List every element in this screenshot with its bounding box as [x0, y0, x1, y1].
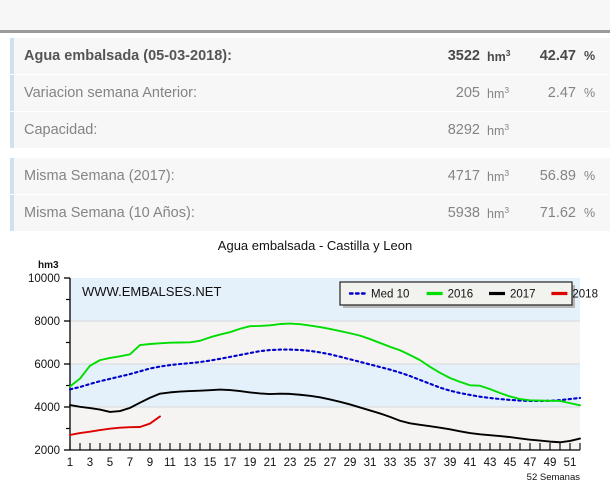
unit-base: hm	[487, 124, 505, 139]
summary-row: Variacion semana Anterior: 205 hm3 2.47%	[10, 75, 610, 112]
summary-row-percent: 42.47	[539, 48, 576, 64]
summary-row-label: Variacion semana Anterior:	[24, 85, 198, 101]
y-tick-label: 10000	[28, 273, 60, 285]
summary-row: Capacidad: 8292 hm3	[10, 112, 610, 149]
summary-row-value: 5938	[447, 205, 480, 221]
unit-exponent: 3	[504, 167, 510, 178]
summary-row-label: Agua embalsada (05-03-2018):	[24, 48, 232, 64]
chart-svg: Agua embalsada - Castilla y Leon hm3 WWW.E…	[28, 238, 598, 480]
x-tick-label: 35	[404, 457, 417, 469]
unit-exponent: 3	[505, 47, 511, 58]
summary-row-label: Misma Semana (10 Años):	[24, 205, 195, 221]
x-tick-label: 17	[224, 457, 237, 469]
x-tick-label: 37	[424, 457, 437, 469]
series-line-2017	[69, 388, 581, 444]
summary-row-label: Capacidad:	[24, 122, 98, 138]
x-tick-label: 11	[164, 457, 176, 469]
chart-title: Agua embalsada - Castilla y Leon	[218, 238, 412, 253]
summary-row-unit: hm3	[480, 205, 522, 221]
x-tick-label: 39	[444, 457, 457, 469]
summary-row-percent-symbol: %	[584, 49, 596, 63]
reservoir-chart: Agua embalsada - Castilla y Leon hm3 WWW.E…	[0, 232, 610, 480]
summary-row: Misma Semana (10 Años): 5938 hm3 71.62%	[10, 195, 610, 232]
chart-band	[70, 407, 580, 450]
watermark-text: WWW.EMBALSES.NET	[82, 284, 221, 299]
x-tick-label: 19	[244, 457, 257, 469]
summary-row-percent: 71.62	[539, 205, 576, 221]
page-header	[0, 0, 610, 33]
y-tick-label: 8000	[34, 316, 60, 328]
summary-row: Agua embalsada (05-03-2018): 3522 hm3 42.47…	[10, 38, 610, 75]
x-tick-label: 3	[87, 457, 93, 469]
legend-label-med-10: Med 10	[371, 289, 409, 301]
x-tick-label: 25	[304, 457, 317, 469]
summary-row-unit: hm3	[480, 122, 522, 138]
x-tick-label: 1	[67, 457, 73, 469]
unit-exponent: 3	[504, 121, 510, 132]
x-tick-label: 15	[204, 457, 217, 469]
unit-base: hm	[487, 207, 505, 222]
summary-table: Agua embalsada (05-03-2018): 3522 hm3 42.47…	[0, 33, 610, 232]
legend-box	[339, 281, 573, 306]
y-tick-label: 4000	[34, 402, 60, 414]
summary-row-percent-symbol: %	[584, 206, 596, 220]
unit-exponent: 3	[504, 204, 510, 215]
summary-row-percent: 2.47	[547, 85, 576, 101]
row-group: Agua embalsada (05-03-2018): 3522 hm3 42.47…	[0, 38, 610, 149]
summary-row-percent-symbol: %	[584, 86, 596, 100]
chart-band	[70, 364, 580, 407]
series-line-2018	[69, 415, 161, 436]
series-line-med-10	[68, 348, 582, 403]
x-tick-label: 23	[284, 457, 297, 469]
x-tick-label: 9	[147, 457, 153, 469]
y-axis-unit-label: hm3	[38, 260, 59, 271]
unit-base: hm	[487, 50, 506, 65]
summary-row-value: 3522	[447, 48, 480, 64]
x-tick-label: 33	[384, 457, 397, 469]
legend-label-2017: 2017	[510, 289, 536, 301]
summary-row-value: 8292	[447, 122, 480, 138]
y-tick-label: 2000	[34, 445, 60, 457]
summary-row: Misma Semana (2017): 4717 hm3 56.89%	[10, 158, 610, 195]
x-tick-label: 13	[184, 457, 197, 469]
x-tick-label: 47	[524, 457, 537, 469]
summary-row-value: 4717	[447, 168, 480, 184]
x-tick-label: 45	[504, 457, 517, 469]
x-tick-label: 51	[564, 457, 577, 469]
x-tick-label: 27	[324, 457, 337, 469]
y-tick-label: 6000	[34, 359, 60, 371]
legend-label-2016: 2016	[448, 289, 474, 301]
summary-row-percent-symbol: %	[584, 169, 596, 183]
row-group-separator	[0, 149, 610, 158]
summary-row-unit: hm3	[480, 48, 522, 64]
unit-base: hm	[487, 87, 505, 102]
unit-base: hm	[487, 170, 505, 185]
series-line-2016	[69, 322, 581, 407]
summary-row-percent: 56.89	[539, 168, 576, 184]
x-axis-label: 52 Semanas	[527, 472, 581, 480]
x-tick-label: 21	[264, 457, 277, 469]
summary-row-unit: hm3	[480, 85, 522, 101]
x-tick-label: 7	[127, 457, 133, 469]
x-tick-label: 29	[344, 457, 357, 469]
x-tick-label: 43	[484, 457, 497, 469]
summary-row-unit: hm3	[480, 168, 522, 184]
x-tick-label: 41	[464, 457, 477, 469]
x-tick-label: 5	[107, 457, 113, 469]
legend-label-2018: 2018	[572, 289, 598, 301]
x-tick-label: 31	[364, 457, 377, 469]
unit-exponent: 3	[504, 84, 510, 95]
summary-row-value: 205	[455, 85, 480, 101]
summary-row-label: Misma Semana (2017):	[24, 168, 175, 184]
x-tick-label: 49	[544, 457, 557, 469]
row-group: Misma Semana (2017): 4717 hm3 56.89% Misma S…	[0, 158, 610, 232]
